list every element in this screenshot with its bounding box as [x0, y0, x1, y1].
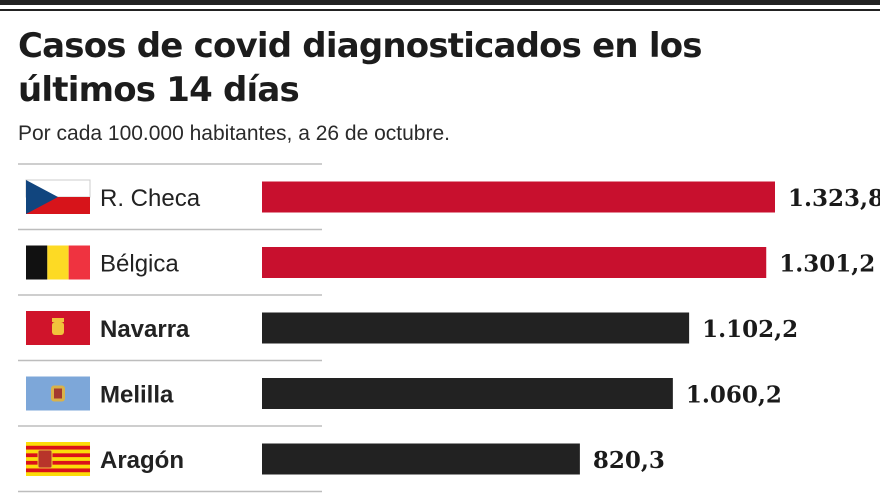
bar: [262, 247, 767, 278]
value-label: 1.060,2: [686, 382, 782, 409]
top-rule-thin: [0, 9, 880, 11]
category-label: Aragón: [100, 447, 184, 474]
bar-row: Bélgica 1.301,2: [26, 245, 875, 280]
bar-row: Melilla 1.060,2: [26, 376, 782, 411]
category-label: R. Checa: [100, 185, 201, 212]
czech-flag-icon: [25, 179, 91, 214]
category-label: Bélgica: [100, 251, 179, 278]
bar-row: Aragón 820,3: [26, 442, 665, 476]
navarra-flag-icon: [26, 311, 90, 345]
top-rule: [0, 0, 880, 5]
bar: [262, 378, 673, 409]
value-label: 1.102,2: [702, 316, 798, 343]
melilla-flag-icon: [26, 376, 90, 411]
value-label: 1.301,2: [779, 251, 875, 278]
chart-title: Casos de covid diagnosticados en los últ…: [18, 26, 703, 110]
value-label: 820,3: [593, 447, 665, 474]
value-label: 1.323,8: [788, 185, 880, 212]
bar: [262, 443, 580, 475]
category-label: Melilla: [100, 382, 174, 409]
belgium-flag-icon: [26, 245, 90, 280]
aragon-flag-icon: [26, 442, 90, 476]
bar: [262, 312, 690, 344]
bar: [262, 181, 775, 213]
chart-subtitle: Por cada 100.000 habitantes, a 26 de oct…: [18, 122, 450, 145]
bar-row: Navarra 1.102,2: [26, 311, 798, 345]
bar-row: R. Checa 1.323,8: [25, 179, 880, 214]
category-label: Navarra: [100, 316, 190, 343]
